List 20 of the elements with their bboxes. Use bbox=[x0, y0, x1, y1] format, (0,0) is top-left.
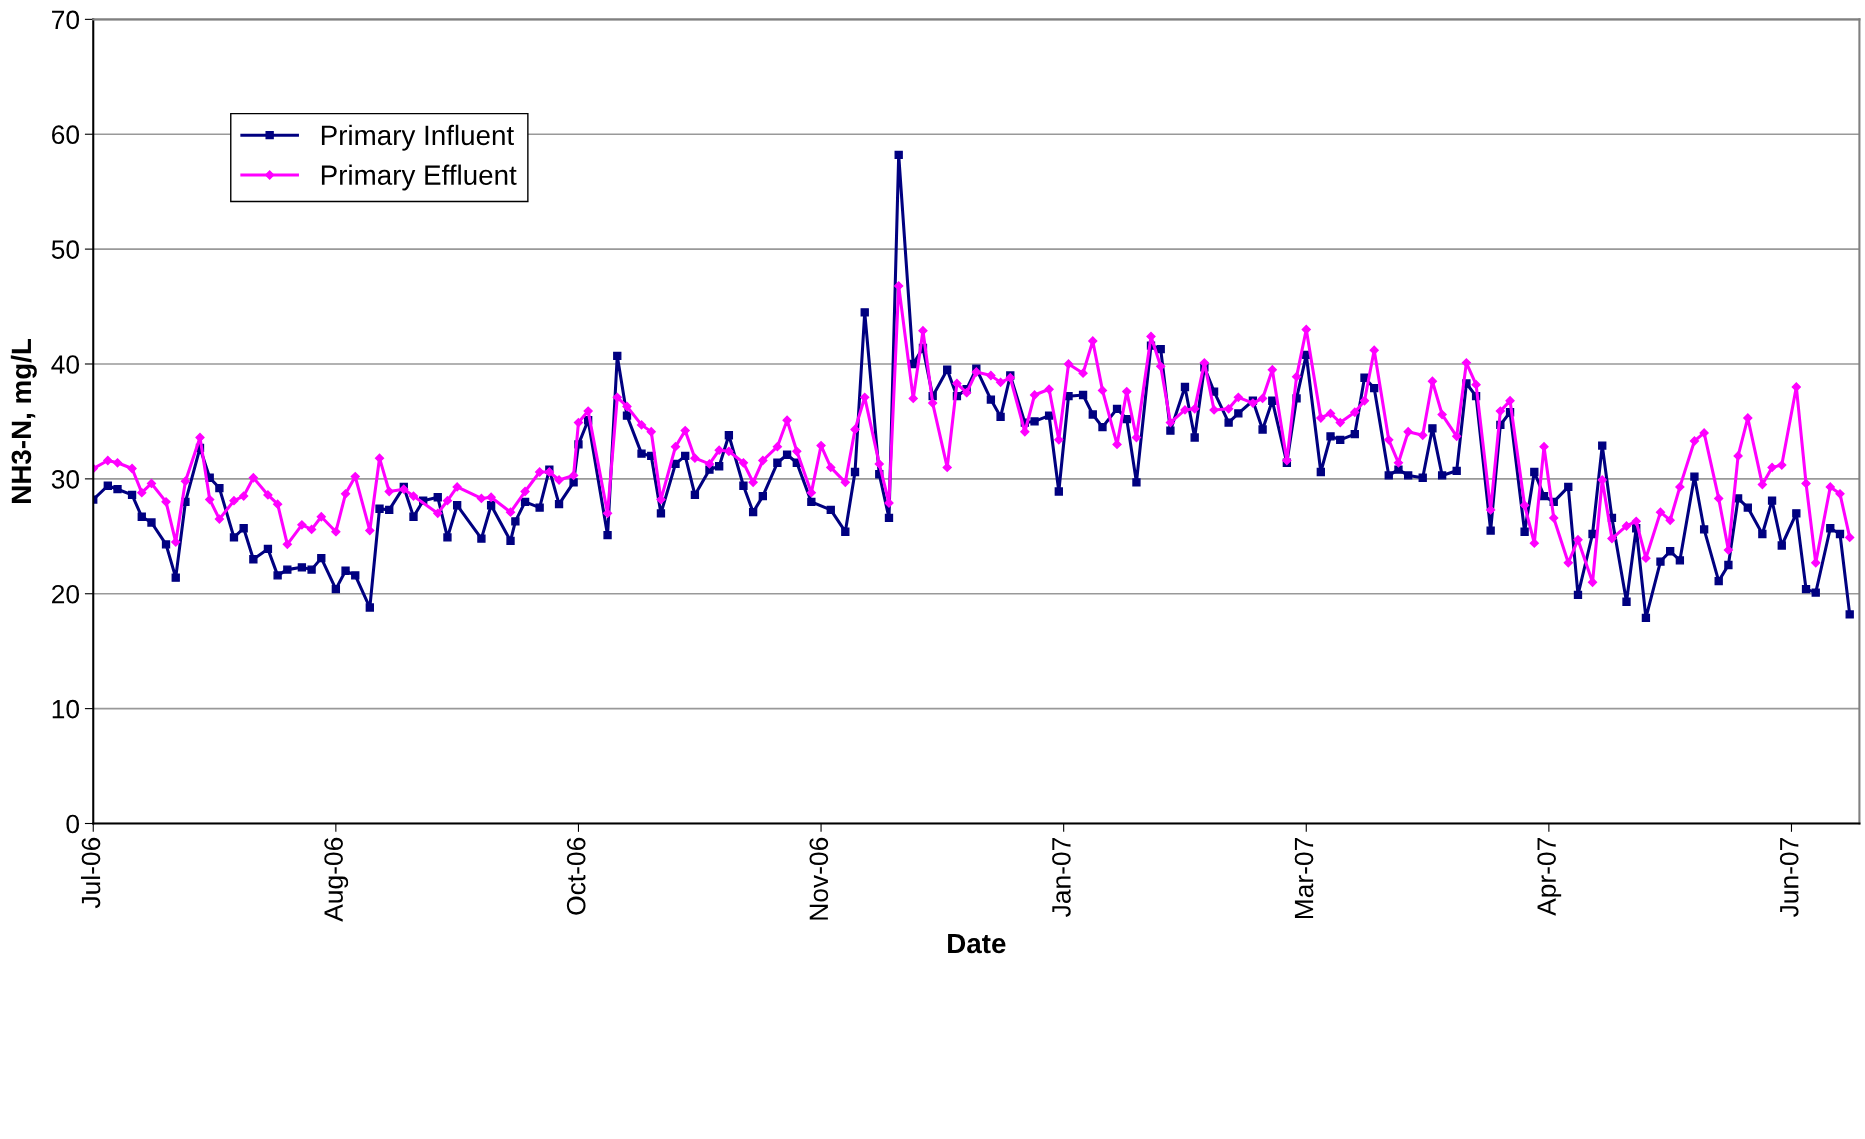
x-tick-label: Oct-06 bbox=[566, 837, 586, 915]
y-tick-label: 10 bbox=[52, 699, 80, 719]
y-tick-label: 50 bbox=[51, 240, 80, 259]
x-axis-title: Date bbox=[948, 933, 1006, 954]
y-tick-label: 70 bbox=[52, 10, 80, 30]
x-tick-label: Aug-06 bbox=[324, 837, 349, 922]
x-tick-label: Apr-07 bbox=[1537, 838, 1562, 916]
x-tick-label: Mar-07 bbox=[1294, 838, 1314, 919]
y-tick-label: 40 bbox=[51, 355, 80, 374]
y-tick-label: 60 bbox=[52, 125, 80, 145]
x-tick-label: Jun-07 bbox=[1779, 838, 1799, 917]
legend-label: Primary Influent bbox=[321, 124, 514, 151]
x-tick-label: Jul-06 bbox=[80, 837, 101, 909]
x-tick-label: Nov-06 bbox=[809, 837, 829, 920]
x-tick-label: Jan-07 bbox=[1052, 838, 1071, 917]
y-axis-title: NH3-N, mg/L bbox=[10, 338, 37, 503]
y-tick-label: 20 bbox=[52, 584, 80, 604]
y-tick-label: 0 bbox=[66, 814, 80, 834]
y-tick-label: 30 bbox=[51, 470, 80, 489]
legend-label: Primary Effluent bbox=[321, 164, 517, 191]
